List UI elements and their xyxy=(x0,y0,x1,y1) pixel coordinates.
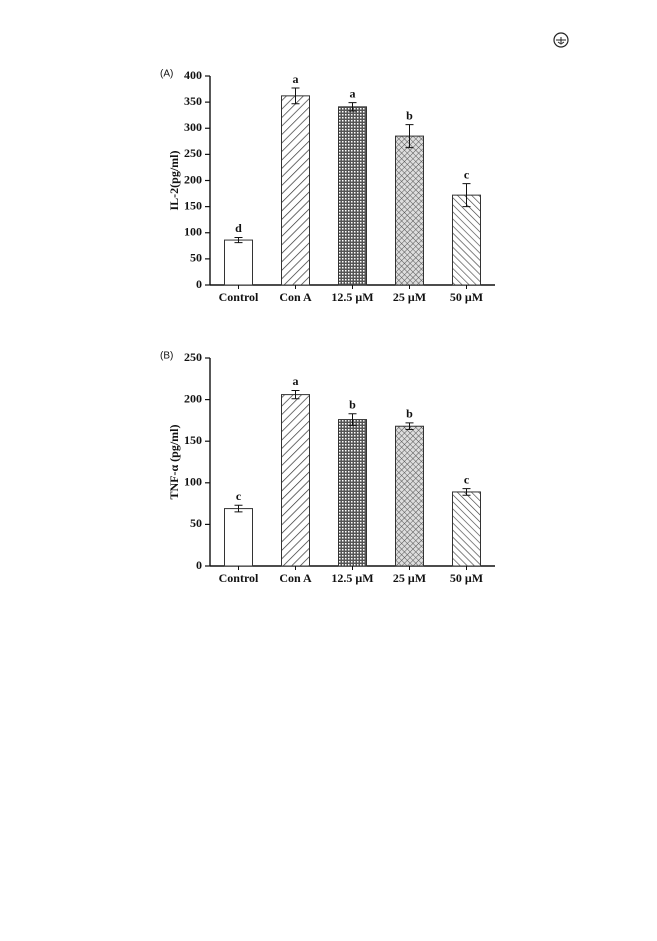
y-tick-label: 350 xyxy=(184,94,202,108)
y-tick-label: 200 xyxy=(184,172,202,186)
significance-letter: c xyxy=(464,167,470,181)
significance-letter: a xyxy=(350,86,356,100)
y-tick-label: 100 xyxy=(184,225,202,239)
error-bar xyxy=(462,183,471,208)
bar xyxy=(338,106,367,286)
y-tick-label: 300 xyxy=(184,120,202,134)
significance-letter: d xyxy=(235,221,242,235)
y-tick-label: 400 xyxy=(184,68,202,82)
error-bar xyxy=(234,504,243,513)
error-bar xyxy=(462,488,471,496)
y-tick-label: 50 xyxy=(190,516,202,530)
bar xyxy=(452,194,481,286)
x-tick-label: 12.5 μM xyxy=(331,571,373,585)
error-bar xyxy=(348,413,357,426)
x-tick-label: 25 μM xyxy=(393,290,426,304)
bar xyxy=(281,394,310,567)
y-tick-label: 150 xyxy=(184,433,202,447)
y-axis-label: TNF-α (pg/ml) xyxy=(167,424,181,499)
y-tick-label: 0 xyxy=(196,277,202,291)
error-bar xyxy=(405,422,414,431)
x-tick-label: Control xyxy=(219,290,259,304)
panel-label: (A) xyxy=(160,69,173,80)
bar xyxy=(224,239,253,286)
error-bar xyxy=(291,389,300,400)
significance-letter: c xyxy=(464,472,470,486)
significance-letter: b xyxy=(406,108,413,122)
bar xyxy=(395,425,424,567)
y-tick-label: 100 xyxy=(184,475,202,489)
panel-label: (B) xyxy=(160,351,173,362)
y-tick-label: 50 xyxy=(190,251,202,265)
bar xyxy=(452,491,481,567)
x-tick-label: 12.5 μM xyxy=(331,290,373,304)
significance-letter: b xyxy=(406,407,413,421)
significance-letter: c xyxy=(236,489,242,503)
bar xyxy=(338,419,367,567)
page-icon xyxy=(553,32,569,48)
bar xyxy=(224,508,253,567)
y-tick-label: 150 xyxy=(184,198,202,212)
x-tick-label: 50 μM xyxy=(450,290,483,304)
y-tick-label: 200 xyxy=(184,391,202,405)
y-tick-label: 0 xyxy=(196,558,202,572)
x-tick-label: 50 μM xyxy=(450,571,483,585)
significance-letter: b xyxy=(349,397,356,411)
bar xyxy=(395,135,424,286)
y-axis-label: IL-2(pg/ml) xyxy=(167,150,181,210)
x-tick-label: Con A xyxy=(279,571,312,585)
x-tick-label: Con A xyxy=(279,290,312,304)
significance-letter: a xyxy=(293,72,299,86)
bar xyxy=(281,95,310,286)
x-tick-label: 25 μM xyxy=(393,571,426,585)
y-tick-label: 250 xyxy=(184,146,202,160)
x-tick-label: Control xyxy=(219,571,259,585)
significance-letter: a xyxy=(293,374,299,388)
error-bar xyxy=(291,87,300,105)
error-bar xyxy=(405,124,414,149)
error-bar xyxy=(348,102,357,112)
y-tick-label: 250 xyxy=(184,350,202,364)
error-bar xyxy=(234,236,243,244)
